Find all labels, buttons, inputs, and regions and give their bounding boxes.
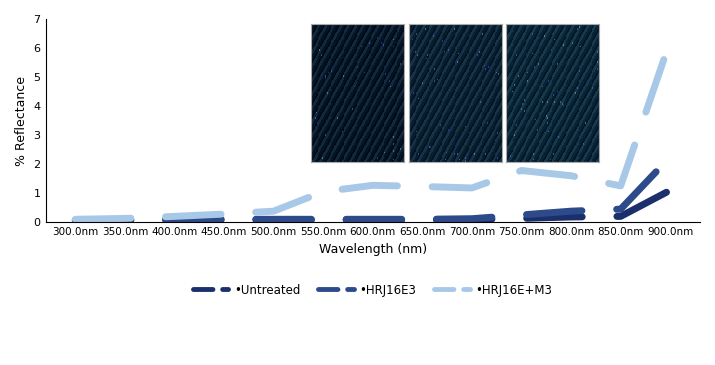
X-axis label: Wavelength (nm): Wavelength (nm) bbox=[319, 243, 427, 256]
Y-axis label: % Reflectance: % Reflectance bbox=[15, 76, 28, 166]
Legend: •Untreated, •HRJ16E3, •HRJ16E+M3: •Untreated, •HRJ16E3, •HRJ16E+M3 bbox=[188, 279, 557, 301]
